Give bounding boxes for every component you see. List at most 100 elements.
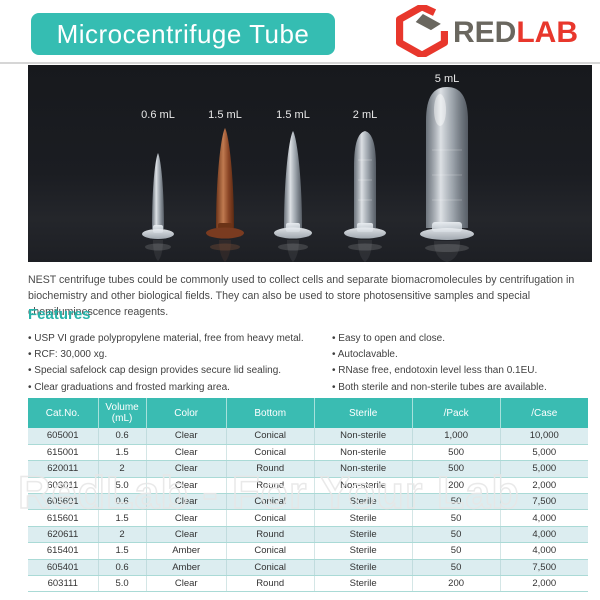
table-cell: Amber	[145, 542, 227, 560]
table-cell: 615601	[28, 509, 98, 527]
header-divider	[0, 62, 600, 64]
table-cell: Conical	[225, 493, 315, 511]
feature-item: Both sterile and non-sterile tubes are a…	[332, 380, 582, 396]
feature-item: RNase free, endotoxin level less than 0.…	[332, 363, 582, 379]
table-cell: Clear	[145, 444, 227, 462]
table-cell: Amber	[145, 559, 227, 577]
hexagon-logo-icon	[395, 2, 449, 62]
table-cell: Conical	[225, 444, 315, 462]
table-cell: 1.5	[97, 509, 147, 527]
table-row: 615001 1.5 Clear Conical Non-sterile 500 5,000	[28, 444, 588, 462]
table-cell: 2	[97, 526, 147, 544]
brand-name: REDLAB	[453, 18, 578, 48]
table-cell: Conical	[225, 428, 315, 445]
table-cell: Sterile	[313, 509, 413, 527]
table-cell: 2,000	[499, 575, 588, 593]
table-cell: Clear	[145, 575, 227, 593]
page-title: Microcentrifuge Tube	[31, 13, 335, 55]
table-row: 615601 1.5 Clear Conical Sterile 50 4,000	[28, 509, 588, 527]
table-column-header: Bottom	[225, 398, 315, 428]
table-cell: 0.6	[97, 559, 147, 577]
table-cell: Conical	[225, 559, 315, 577]
table-cell: 615001	[28, 444, 98, 462]
feature-item: USP VI grade polypropylene material, fre…	[28, 331, 323, 347]
page-title-text: Microcentrifuge Tube	[56, 18, 310, 49]
table-column-header: Color	[145, 398, 227, 428]
table-cell: Sterile	[313, 526, 413, 544]
table-cell: 1,000	[411, 428, 501, 445]
table-cell: 5,000	[499, 460, 588, 478]
table-cell: 50	[411, 559, 501, 577]
features-heading: Features	[28, 306, 91, 323]
table-cell: 605401	[28, 559, 98, 577]
table-column-header: /Case	[499, 398, 588, 428]
table-cell: 615401	[28, 542, 98, 560]
table-cell: 5,000	[499, 444, 588, 462]
table-cell: 0.6	[97, 428, 147, 445]
tube-label-1.5ml-amber: 1.5 mL	[208, 109, 242, 121]
table-cell: Conical	[225, 509, 315, 527]
features-list-right: Easy to open and close.Autoclavable.RNas…	[332, 331, 582, 396]
table-cell: 2	[97, 460, 147, 478]
tube-label-1.5ml: 1.5 mL	[276, 109, 310, 121]
table-cell: 4,000	[499, 509, 588, 527]
table-cell: Non-sterile	[313, 444, 413, 462]
table-cell: 50	[411, 493, 501, 511]
table-row: 605601 0.6 Clear Conical Sterile 50 7,500	[28, 493, 588, 511]
table-cell: Round	[225, 526, 315, 544]
table-column-header: Volume (mL)	[97, 398, 147, 428]
table-cell: 1.5	[97, 542, 147, 560]
features-list-left: USP VI grade polypropylene material, fre…	[28, 331, 323, 396]
brand-logo: REDLAB	[395, 2, 578, 62]
table-cell: 500	[411, 460, 501, 478]
feature-item: Autoclavable.	[332, 347, 582, 363]
table-cell: Round	[225, 575, 315, 593]
table-cell: 0.6	[97, 493, 147, 511]
product-description: NEST centrifuge tubes could be commonly …	[28, 274, 575, 318]
table-row: 620611 2 Clear Round Sterile 50 4,000	[28, 526, 588, 544]
table-cell: 605001	[28, 428, 98, 445]
table-column-header: Cat.No.	[28, 398, 98, 428]
table-cell: 605601	[28, 493, 98, 511]
table-row: 615401 1.5 Amber Conical Sterile 50 4,000	[28, 542, 588, 560]
table-cell: 1.5	[97, 444, 147, 462]
tube-label-0.6ml: 0.6 mL	[141, 109, 175, 121]
spec-table-body: 605001 0.6 Clear Conical Non-sterile 1,000 10,…	[28, 428, 588, 593]
table-cell: 5.0	[97, 575, 147, 593]
brand-name-red: RED	[453, 16, 517, 49]
table-cell: 10,000	[499, 428, 588, 445]
feature-item: Special safelock cap design provides sec…	[28, 363, 323, 379]
table-row: 605001 0.6 Clear Conical Non-sterile 1,000 10,…	[28, 428, 588, 445]
tube-label-2ml: 2 mL	[352, 109, 378, 121]
table-cell: Non-sterile	[313, 460, 413, 478]
table-header-row: Cat.No. Volume (mL) Color Bottom Sterile/Pac…	[28, 398, 588, 428]
table-cell: Non-sterile	[313, 477, 413, 495]
feature-item: RCF: 30,000 xg.	[28, 347, 323, 363]
table-cell: 620011	[28, 460, 98, 478]
table-cell: 200	[411, 575, 501, 593]
table-cell: 50	[411, 509, 501, 527]
table-column-header: /Pack	[411, 398, 501, 428]
feature-item: Easy to open and close.	[332, 331, 582, 347]
tube-label-5ml: 5 mL	[434, 73, 460, 85]
table-cell: 7,500	[499, 493, 588, 511]
table-cell: Sterile	[313, 493, 413, 511]
table-cell: Round	[225, 460, 315, 478]
brand-name-lab: LAB	[516, 16, 578, 49]
table-column-header: Sterile	[313, 398, 413, 428]
product-photo: 0.6 mL 1.5 mL 1.5 mL 2 mL 5 mL	[28, 65, 592, 262]
table-row: 605401 0.6 Amber Conical Sterile 50 7,500	[28, 559, 588, 577]
table-cell: Clear	[145, 526, 227, 544]
table-cell: Non-sterile	[313, 428, 413, 445]
spec-table-header: Cat.No. Volume (mL) Color Bottom Sterile/Pac…	[28, 398, 588, 428]
table-cell: 603111	[28, 575, 98, 593]
feature-item: Clear graduations and frosted marking ar…	[28, 380, 323, 396]
table-row: 603011 5.0 Clear Round Non-sterile 200 2,000	[28, 477, 588, 495]
table-cell: 500	[411, 444, 501, 462]
table-cell: 50	[411, 526, 501, 544]
table-cell: Clear	[145, 509, 227, 527]
table-cell: Sterile	[313, 542, 413, 560]
table-cell: Conical	[225, 542, 315, 560]
table-cell: Sterile	[313, 559, 413, 577]
